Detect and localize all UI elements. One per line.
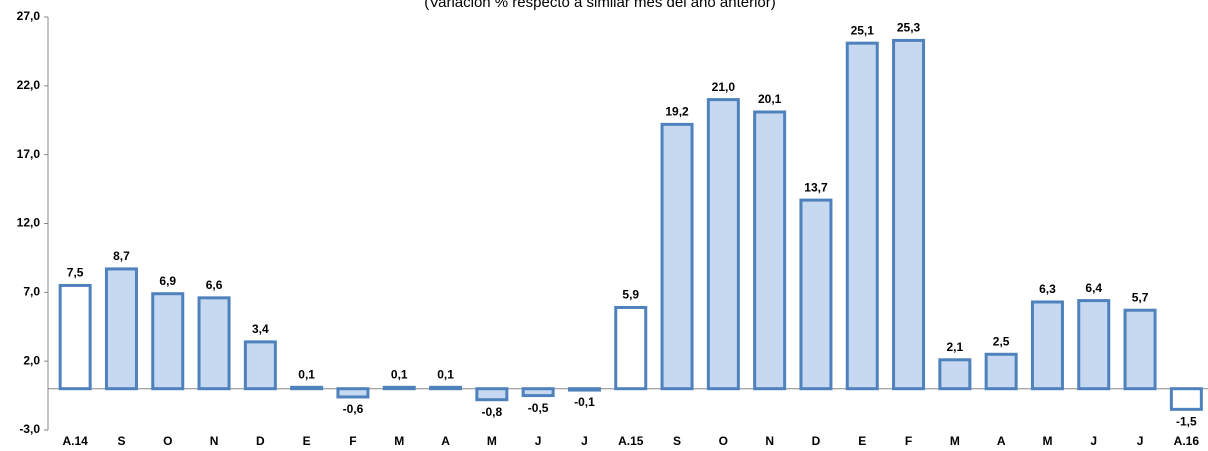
- x-tick-label: M: [394, 434, 404, 448]
- value-label: 6,6: [206, 278, 223, 292]
- x-tick-label: E: [858, 434, 866, 448]
- y-tick-label: 27,0: [17, 9, 41, 23]
- bar: [151, 292, 185, 391]
- bar: [429, 385, 463, 391]
- bar: [1030, 300, 1064, 391]
- value-label: 6,3: [1039, 282, 1056, 296]
- x-tick-label: N: [765, 434, 774, 448]
- bar: [1169, 387, 1203, 411]
- bar: [845, 41, 879, 391]
- value-label: 0,1: [437, 367, 454, 381]
- value-label: -0,8: [482, 405, 503, 419]
- value-label: 6,4: [1085, 281, 1102, 295]
- x-tick-label: A.14: [62, 434, 88, 448]
- x-tick-label: S: [673, 434, 681, 448]
- value-label: 25,1: [851, 23, 875, 37]
- x-tick-label: J: [581, 434, 588, 448]
- y-tick-label: 17,0: [17, 147, 41, 161]
- value-label: 3,4: [252, 322, 269, 336]
- x-tick-label: J: [1137, 434, 1144, 448]
- bar: [660, 122, 694, 391]
- x-tick-label: A: [997, 434, 1006, 448]
- y-tick-label: 7,0: [23, 285, 40, 299]
- bar: [382, 385, 416, 391]
- bar: [475, 387, 509, 402]
- bar: [799, 198, 833, 391]
- x-tick-label: A.15: [618, 434, 644, 448]
- value-label: 5,7: [1132, 290, 1149, 304]
- x-tick-label: J: [535, 434, 542, 448]
- x-tick-label: F: [349, 434, 356, 448]
- chart-subtitle: (Variación % respecto a similar mes del …: [424, 0, 776, 11]
- x-tick-label: O: [719, 434, 728, 448]
- bar: [290, 385, 324, 391]
- x-tick-label: J: [1090, 434, 1097, 448]
- bar: [58, 283, 92, 391]
- y-tick-label: 2,0: [23, 353, 40, 367]
- y-tick-label: -3,0: [19, 422, 40, 436]
- bar: [567, 387, 601, 392]
- value-label: 13,7: [804, 180, 828, 194]
- x-tick-label: D: [812, 434, 821, 448]
- x-tick-label: M: [487, 434, 497, 448]
- value-label: 0,1: [298, 367, 315, 381]
- bar: [984, 352, 1018, 391]
- value-label: -0,6: [343, 402, 364, 416]
- value-label: 0,1: [391, 367, 408, 381]
- x-tick-label: M: [950, 434, 960, 448]
- bar: [892, 38, 926, 391]
- bar: [521, 387, 555, 398]
- y-tick-label: 22,0: [17, 78, 41, 92]
- value-label: -0,1: [574, 395, 595, 409]
- value-label: -1,5: [1176, 415, 1197, 429]
- x-tick-label: F: [905, 434, 912, 448]
- bar: [336, 387, 370, 399]
- bar: [243, 340, 277, 391]
- value-label: 25,3: [897, 21, 921, 35]
- y-tick-label: 12,0: [17, 216, 41, 230]
- bar: [706, 98, 740, 391]
- x-tick-label: E: [303, 434, 311, 448]
- value-label: 2,5: [993, 334, 1010, 348]
- bar: [104, 267, 138, 391]
- value-label: 5,9: [622, 288, 639, 302]
- x-tick-label: A: [441, 434, 450, 448]
- value-label: 20,1: [758, 92, 782, 106]
- x-tick-label: M: [1042, 434, 1052, 448]
- value-label: 7,5: [67, 266, 84, 280]
- x-tick-label: S: [117, 434, 125, 448]
- value-label: 6,9: [159, 274, 176, 288]
- bar: [938, 358, 972, 391]
- value-label: -0,5: [528, 401, 549, 415]
- value-label: 2,1: [947, 340, 964, 354]
- value-label: 19,2: [665, 105, 689, 119]
- bar: [1123, 308, 1157, 391]
- bar: [614, 305, 648, 391]
- bar: [753, 110, 787, 391]
- x-tick-label: A.16: [1174, 434, 1200, 448]
- value-label: 21,0: [712, 80, 736, 94]
- bar: [1077, 299, 1111, 391]
- bar: [197, 296, 231, 391]
- x-tick-label: N: [210, 434, 219, 448]
- x-tick-label: O: [163, 434, 172, 448]
- x-tick-label: D: [256, 434, 265, 448]
- value-label: 8,7: [113, 249, 130, 263]
